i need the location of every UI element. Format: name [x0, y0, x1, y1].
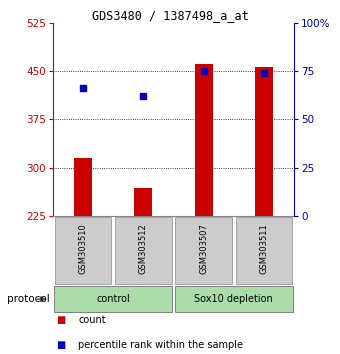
- Text: GSM303507: GSM303507: [199, 223, 208, 274]
- Bar: [194, 63, 212, 216]
- Bar: [255, 67, 273, 216]
- Text: control: control: [96, 294, 130, 304]
- Bar: [236, 217, 292, 284]
- Text: GDS3480 / 1387498_a_at: GDS3480 / 1387498_a_at: [91, 9, 249, 22]
- Text: GSM303511: GSM303511: [259, 223, 268, 274]
- Bar: [115, 217, 172, 284]
- Bar: [74, 158, 92, 216]
- Text: GSM303510: GSM303510: [79, 223, 87, 274]
- Bar: [54, 286, 172, 312]
- Bar: [175, 286, 293, 312]
- Bar: [54, 217, 111, 284]
- Bar: [175, 217, 232, 284]
- Text: Sox10 depletion: Sox10 depletion: [194, 294, 273, 304]
- Text: ■: ■: [56, 315, 65, 325]
- Text: protocol: protocol: [7, 294, 50, 304]
- Text: count: count: [78, 315, 106, 325]
- Bar: [134, 188, 152, 216]
- Text: percentile rank within the sample: percentile rank within the sample: [78, 340, 243, 350]
- Text: GSM303512: GSM303512: [139, 223, 148, 274]
- Text: ■: ■: [56, 340, 65, 350]
